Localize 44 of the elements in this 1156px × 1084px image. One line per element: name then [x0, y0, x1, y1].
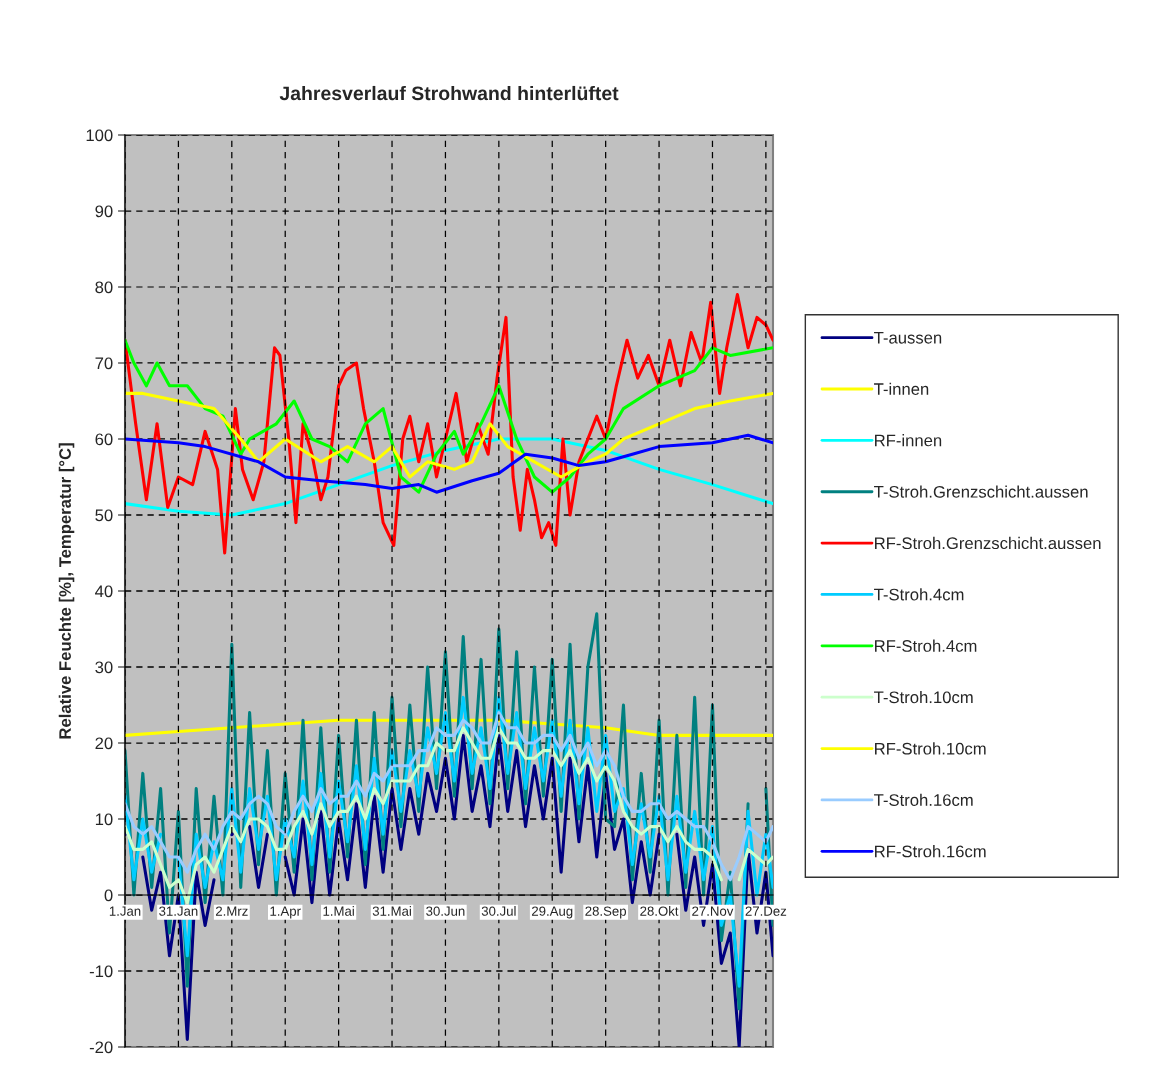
- x-tick-label: 1.Apr: [270, 906, 301, 919]
- x-tick-label: 29.Aug: [532, 906, 573, 919]
- chart-title: Jahresverlauf Strohwand hinterlüftet: [279, 85, 619, 101]
- legend-label: RF-Stroh.4cm: [875, 639, 977, 652]
- y-tick-label: 100: [86, 129, 113, 142]
- legend-label: RF-Stroh.16cm: [875, 845, 986, 858]
- y-tick-label: 50: [95, 509, 113, 522]
- y-tick-label: 60: [95, 433, 113, 446]
- line-series: [125, 711, 773, 882]
- legend-label: RF-Stroh.10cm: [875, 742, 986, 755]
- legend-label: T-Stroh.4cm: [874, 588, 964, 601]
- y-tick-label: -20: [89, 1041, 113, 1054]
- y-tick-label: -10: [89, 965, 113, 978]
- x-tick-label: 27.Dez: [745, 906, 787, 916]
- line-series: [125, 433, 773, 494]
- y-tick-label: 40: [95, 585, 113, 598]
- y-tick-label: 90: [95, 205, 113, 218]
- legend-label: T-innen: [874, 382, 929, 395]
- legend-label: T-Stroh.Grenzschicht.aussen: [874, 485, 1088, 498]
- x-tick-label: 1.Mai: [323, 906, 354, 916]
- y-tick-label: 10: [95, 813, 113, 826]
- legend-label: T-Stroh.10cm: [874, 690, 973, 704]
- line-series: [125, 293, 773, 555]
- y-tick-label: 80: [95, 281, 113, 294]
- x-tick-label: 28.Okt: [640, 906, 679, 916]
- line-series: [125, 338, 773, 494]
- x-tick-label: 30.Jun: [426, 906, 465, 916]
- legend-label: RF-innen: [875, 434, 942, 447]
- legend-label: T-Stroh.16cm: [874, 793, 973, 806]
- x-tick-label: 2.Mrz: [215, 906, 248, 916]
- legend-label: T-aussen: [874, 331, 942, 344]
- x-tick-label: 27.Nov: [692, 906, 734, 916]
- y-tick-label: 0: [104, 889, 113, 902]
- legend-label: RF-Stroh.Grenzschicht.aussen: [875, 536, 1101, 550]
- x-tick-label: 1.Jan: [109, 906, 141, 916]
- line-series: [125, 391, 773, 479]
- y-axis-title: Relative Feuchte [%], Temperatur [°C]: [58, 443, 75, 739]
- x-tick-label: 31.Mai: [372, 906, 411, 916]
- y-tick-label: 30: [95, 661, 113, 674]
- y-tick-label: 20: [95, 737, 113, 750]
- x-tick-label: 28.Sep: [585, 906, 627, 919]
- x-tick-label: 30.Jul: [481, 906, 516, 916]
- y-tick-label: 70: [95, 357, 113, 370]
- x-tick-label: 31.Jan: [159, 906, 198, 916]
